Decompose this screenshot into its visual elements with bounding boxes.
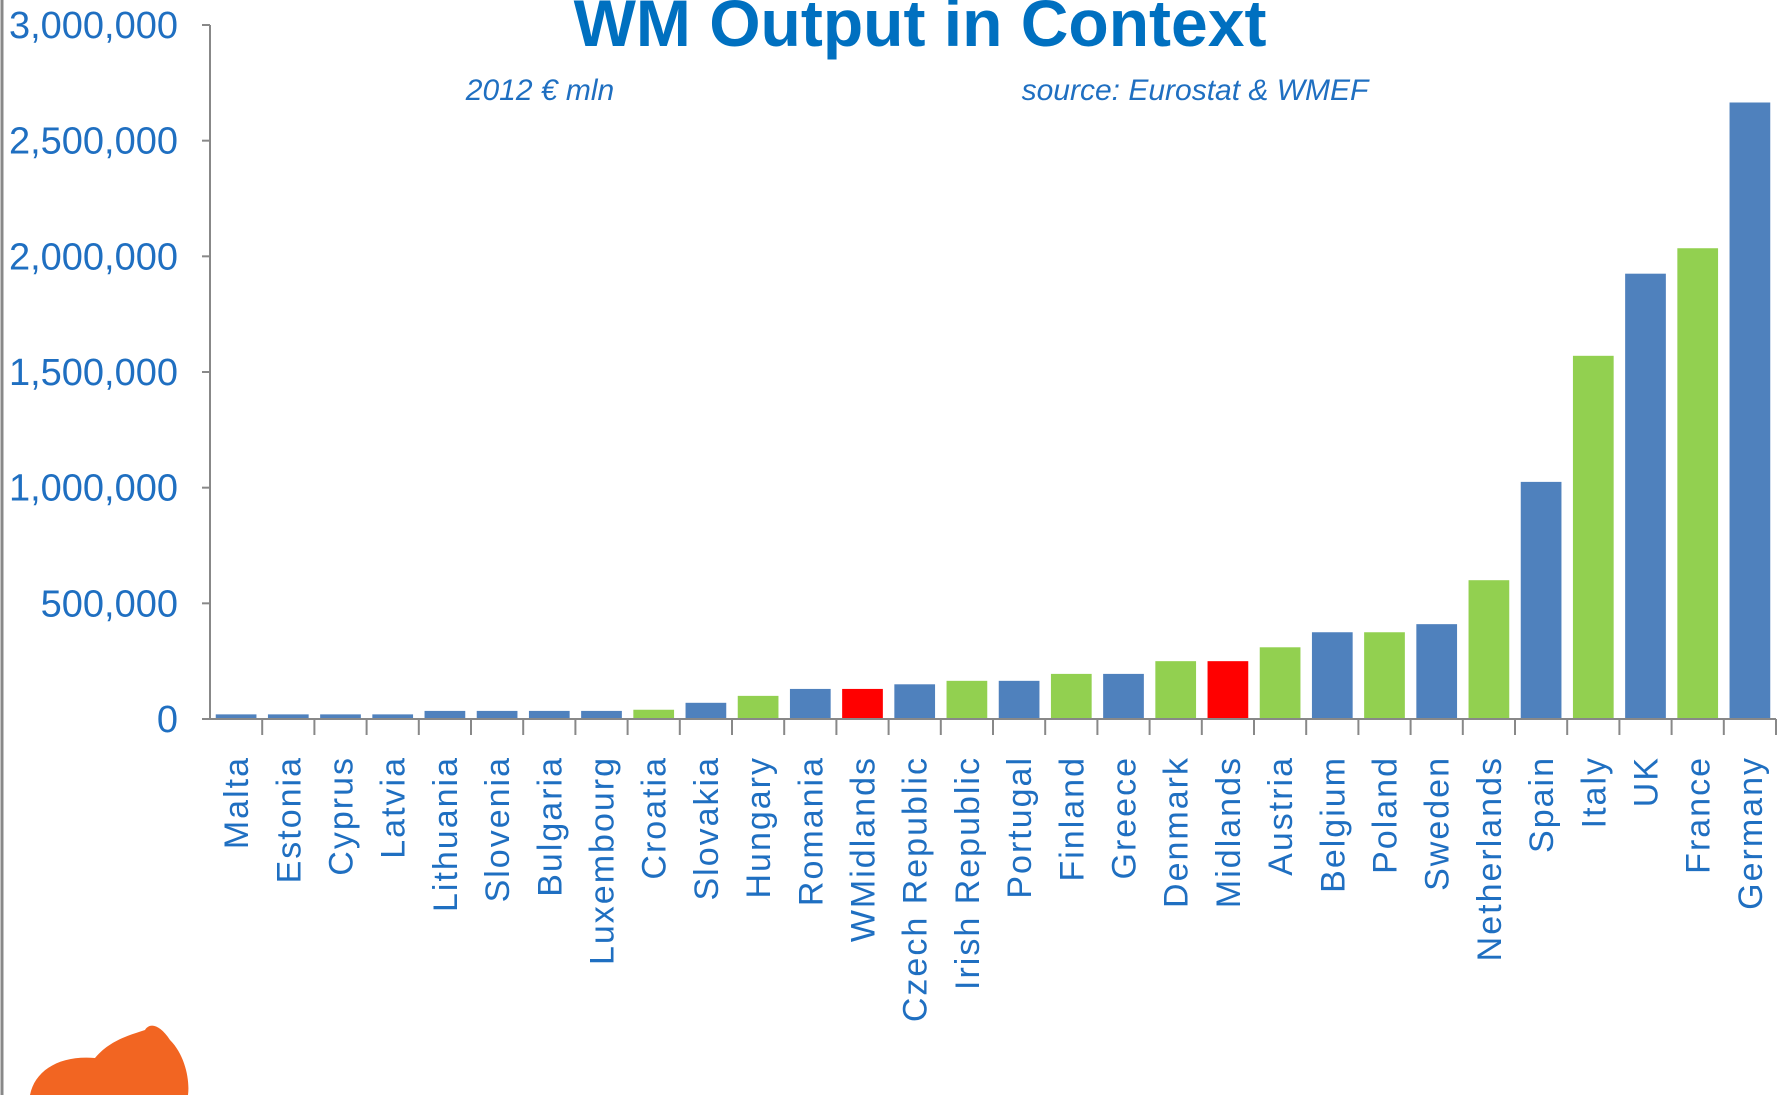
x-tick-label: Slovakia: [688, 756, 726, 901]
x-tick-label: Midlands: [1210, 756, 1248, 908]
x-tick-label: Portugal: [1001, 756, 1039, 899]
x-tick-label: Hungary: [740, 756, 778, 899]
bar: [1364, 632, 1405, 719]
bar: [1677, 248, 1719, 719]
x-tick-label: Romania: [792, 756, 830, 906]
bar: [372, 714, 414, 719]
x-tick-label: Bulgaria: [531, 756, 569, 897]
x-tick-label: Sweden: [1419, 756, 1457, 891]
subtitle: 2012 € mln: [465, 74, 614, 107]
bar: [1729, 102, 1771, 720]
source-note: source: Eurostat & WMEF: [1022, 74, 1370, 107]
bar: [476, 710, 518, 719]
bar: [1625, 273, 1666, 719]
x-tick-label: Italy: [1575, 756, 1613, 828]
x-tick-label: Denmark: [1158, 756, 1196, 908]
logo-shape: [30, 1025, 189, 1095]
bar: [267, 714, 309, 719]
y-tick-label: 1,000,000: [9, 468, 178, 510]
bar: [424, 710, 466, 719]
bar: [581, 710, 622, 719]
bar: [1103, 673, 1144, 719]
chart-title: WM Output in Context: [574, 0, 1267, 60]
x-tick-label: Germany: [1732, 756, 1770, 910]
bar: [1468, 580, 1510, 719]
x-tick-label: UK: [1628, 756, 1666, 807]
x-tick-label: Luxembourg: [584, 756, 622, 965]
y-tick-label: 2,000,000: [9, 236, 178, 278]
x-tick-label: Finland: [1053, 756, 1091, 882]
x-tick-label: Cyprus: [323, 756, 361, 876]
bar: [737, 695, 779, 719]
y-tick-label: 2,500,000: [9, 121, 178, 163]
bar: [1311, 632, 1353, 719]
x-tick-label: Slovenia: [479, 756, 517, 902]
bar: [1155, 661, 1197, 719]
y-tick-label: 3,000,000: [9, 5, 178, 47]
y-tick-label: 1,500,000: [9, 352, 178, 394]
bar: [685, 702, 727, 719]
bar: [1207, 661, 1249, 719]
bar: [528, 710, 570, 719]
bar: [946, 680, 988, 719]
x-tick-label: Irish Republic: [949, 756, 987, 990]
bar: [842, 688, 883, 719]
bar: [1520, 481, 1562, 719]
y-tick-label: 0: [157, 699, 178, 741]
bar: [998, 680, 1040, 719]
bar: [789, 688, 831, 719]
y-tick-label: 500,000: [41, 583, 178, 625]
x-tick-label: Austria: [1262, 756, 1300, 876]
bar: [1416, 624, 1458, 719]
x-tick-label: Czech Republic: [897, 756, 935, 1022]
x-tick-label: Malta: [218, 756, 256, 849]
x-tick-label: Belgium: [1314, 756, 1352, 893]
x-tick-label: Estonia: [270, 756, 308, 883]
x-tick-label: Lithuania: [427, 756, 465, 912]
x-tick-label: Greece: [1106, 756, 1144, 880]
x-tick-label: Poland: [1367, 756, 1405, 874]
bar: [320, 714, 361, 719]
x-tick-label: WMidlands: [845, 756, 883, 942]
x-tick-label: Netherlands: [1471, 756, 1509, 961]
bar: [215, 714, 257, 719]
bar: [1050, 673, 1092, 719]
bar: [894, 684, 936, 719]
bar: [633, 709, 675, 719]
x-tick-label: Croatia: [636, 756, 674, 880]
x-tick-label: Spain: [1523, 756, 1561, 853]
bar: [1572, 355, 1614, 719]
x-tick-label: France: [1680, 756, 1718, 874]
bar: [1259, 647, 1301, 719]
x-tick-label: Latvia: [375, 756, 413, 859]
